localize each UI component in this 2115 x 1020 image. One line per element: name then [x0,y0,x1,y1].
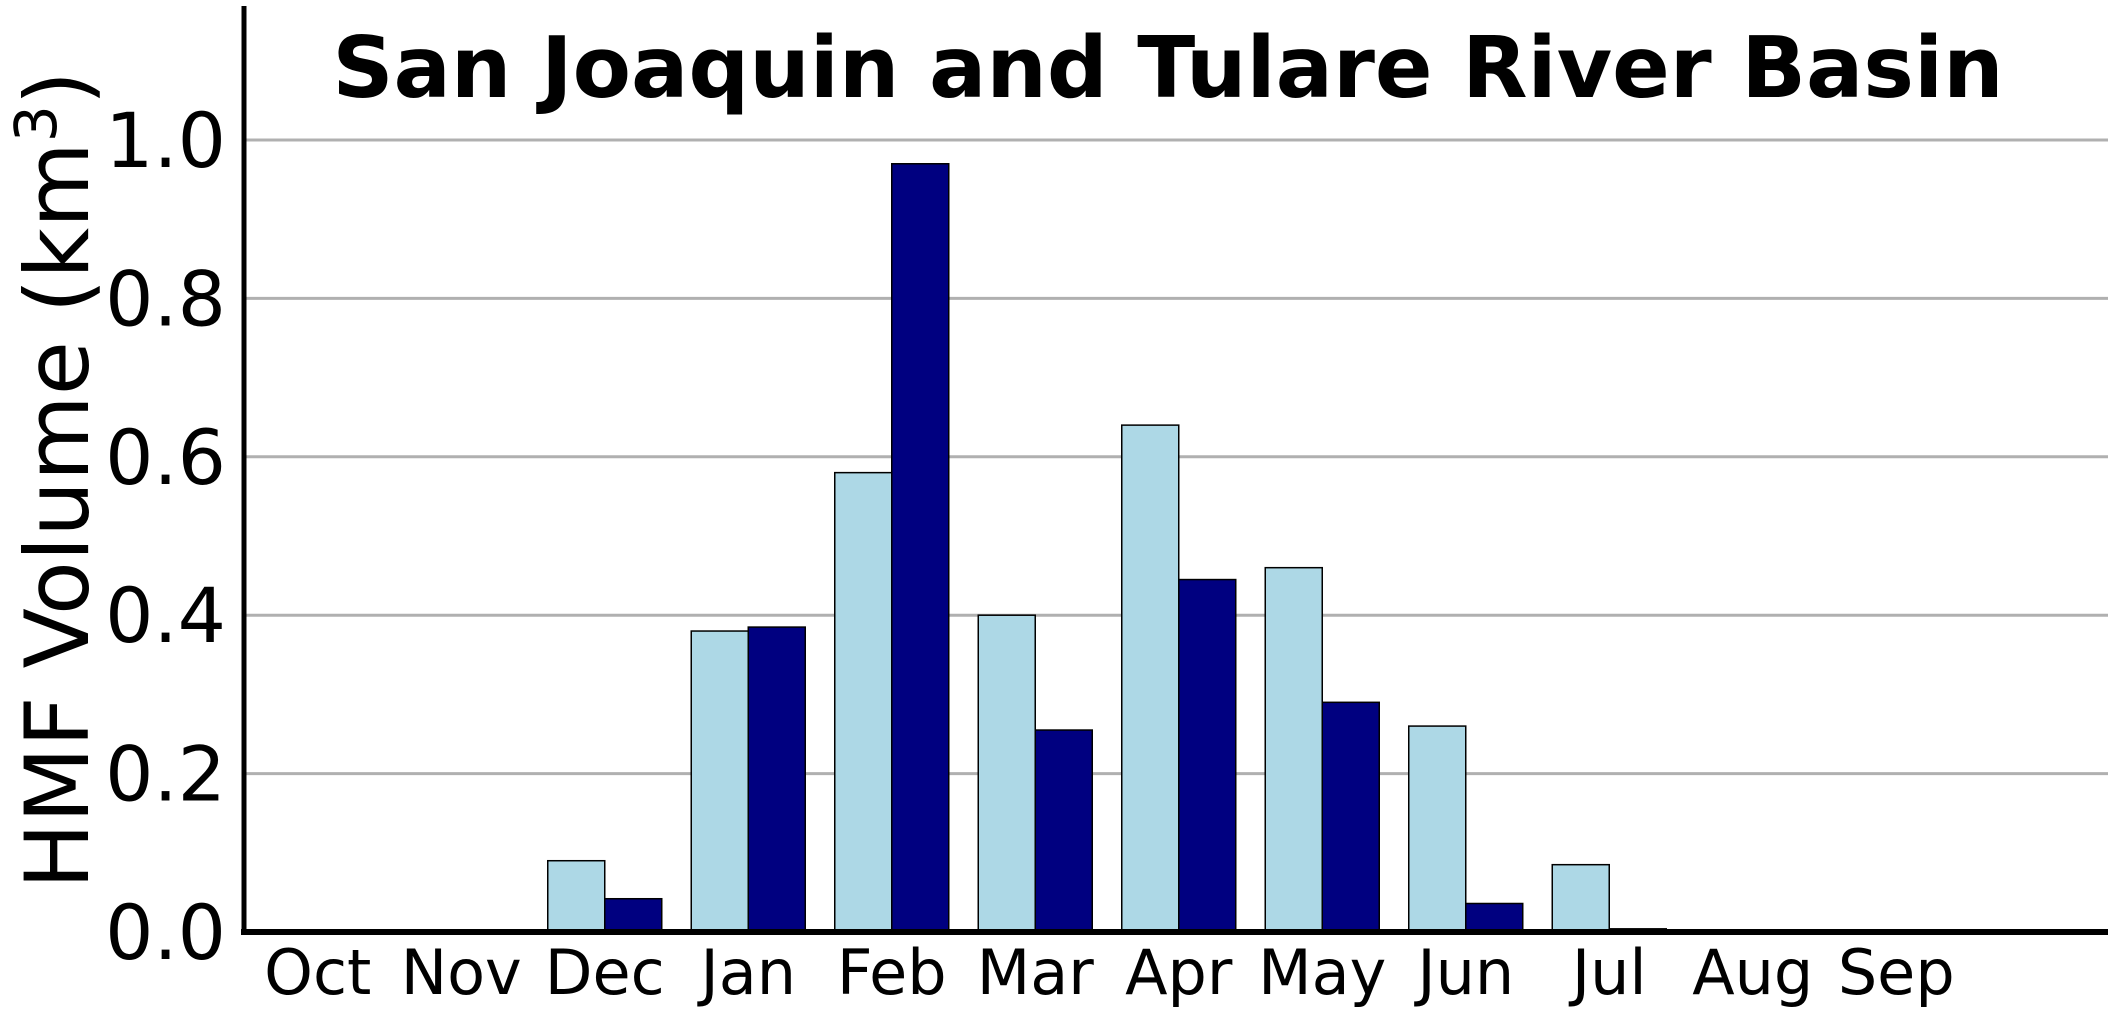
y-tick-label: 0.4 [105,571,226,660]
bar-apr-series-1 [1121,424,1180,933]
y-axis-label-close: ) [6,71,109,105]
x-tick-label: Feb [837,936,947,1009]
x-tick-label: Oct [264,936,371,1009]
x-tick-label: Nov [401,936,522,1009]
y-tick-label: 1.0 [105,96,226,185]
x-tick-label: Sep [1838,936,1955,1009]
bar-jun-series-2 [1465,902,1524,933]
y-tick-label: 0.2 [105,730,226,819]
y-tick-labels: 0.0 0.2 0.4 0.6 0.8 1.0 [105,96,226,977]
y-axis-label-main: HMF Volume (km [6,142,109,889]
y-axis-label: HMF Volume (km3) [2,71,109,889]
x-tick-label: Apr [1125,936,1233,1009]
bar-mar-series-1 [977,614,1036,933]
bars [547,163,1667,933]
y-tick-label: 0.8 [105,254,226,343]
x-tick-label: May [1258,936,1386,1009]
x-tick-label: Dec [545,936,665,1009]
x-tick-label: Jan [696,936,796,1009]
bar-jan-series-2 [747,626,806,933]
x-tick-labels: Oct Nov Dec Jan Feb Mar Apr May Jun Jul Aug Sep [264,936,1955,1009]
y-tick-label: 0.6 [105,413,226,502]
bar-may-series-2 [1321,701,1380,933]
bar-mar-series-2 [1034,729,1093,933]
x-tick-label: Mar [977,936,1094,1009]
bar-may-series-1 [1264,566,1323,933]
bar-dec-series-1 [547,859,606,933]
bar-apr-series-2 [1178,578,1237,933]
y-tick-label: 0.0 [105,888,226,977]
bar-jun-series-1 [1408,725,1467,933]
bar-feb-series-2 [891,163,950,933]
bar-feb-series-1 [834,471,893,933]
y-axis-label-superscript: 3 [2,105,70,142]
x-tick-label: Aug [1692,936,1813,1009]
x-tick-label: Jul [1568,936,1647,1009]
axes [241,6,2108,935]
bar-jul-series-1 [1551,863,1610,933]
x-tick-label: Jun [1413,936,1514,1009]
bar-dec-series-2 [604,897,663,933]
bar-jan-series-1 [690,630,749,933]
chart-title: San Joaquin and Tulare River Basin [332,19,2003,118]
